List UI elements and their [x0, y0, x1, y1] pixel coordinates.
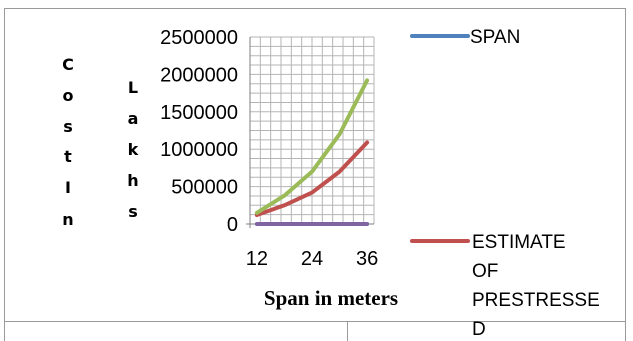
series-line-3 [254, 78, 370, 215]
x-axis-title: Span in meters [264, 286, 398, 310]
plot-axes [246, 37, 374, 228]
legend-label-estimate: OF [472, 261, 498, 282]
frame-divider [347, 321, 348, 341]
legend: SPAN ESTIMATE OF PRESTRESSE D [410, 27, 600, 340]
frame-left-border [4, 8, 5, 341]
y-tick-labels: 0 500000 1000000 1500000 2000000 2500000 [160, 27, 238, 236]
y-axis-label-letter: s [128, 202, 138, 221]
legend-label-span: SPAN [470, 27, 520, 48]
frame-top-border [4, 8, 626, 9]
y-axis-label-letter: k [128, 140, 139, 159]
y-tick-label: 500000 [171, 177, 238, 199]
x-tick-label: 36 [356, 248, 378, 270]
frame-right-border [625, 8, 626, 341]
y-tick-label: 2000000 [160, 64, 238, 86]
y-axis-label-letter: t [64, 147, 72, 166]
y-axis-label-letter: s [63, 117, 73, 136]
y-axis-label-letter: n [62, 210, 73, 229]
y-tick-label: 1500000 [160, 102, 238, 124]
series-line-2 [254, 140, 370, 218]
legend-label-estimate: D [472, 319, 486, 340]
plot-grid [249, 36, 375, 225]
legend-label-estimate: ESTIMATE [472, 232, 566, 253]
y-axis-label-letter: I [65, 178, 71, 197]
legend-label-estimate: PRESTRESSE [472, 290, 600, 311]
x-tick-label: 12 [246, 248, 268, 270]
x-tick-labels: 12 24 36 [246, 248, 378, 270]
y-axis-label-letter: h [127, 171, 138, 190]
y-tick-label: 2500000 [160, 27, 238, 49]
y-tick-label: 0 [227, 214, 238, 236]
series-lines [254, 78, 370, 226]
y-axis-label-letter: a [128, 109, 139, 128]
y-axis-label-letter: L [128, 78, 138, 97]
y-axis-label-letter: C [62, 55, 74, 74]
frame-bottom-border [4, 321, 626, 322]
x-tick-label: 24 [301, 248, 323, 270]
y-tick-label: 1000000 [160, 139, 238, 161]
y-axis-label-letter: o [63, 86, 74, 105]
